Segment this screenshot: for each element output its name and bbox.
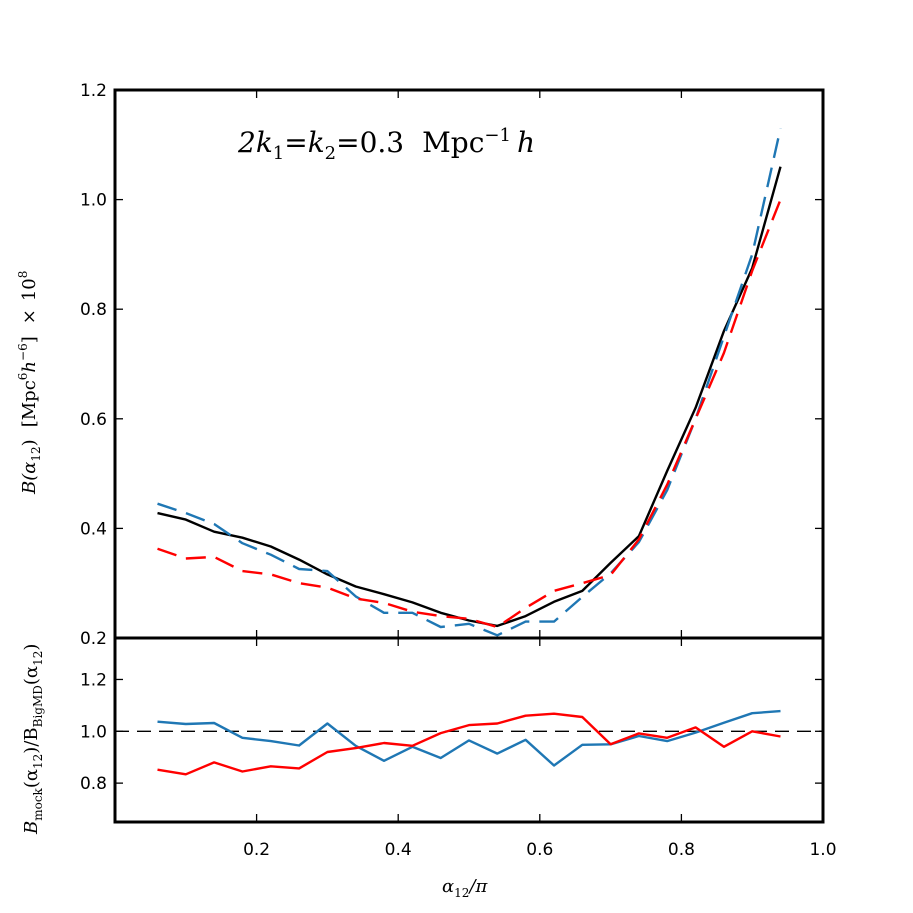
x-tick-label-1: 0.4 [385,840,412,860]
bottom-y-tick-label-0: 0.8 [80,774,107,794]
bottom-series-line-0 [157,709,781,767]
x-tick-label-4: 1.0 [809,840,836,860]
top-y-tick-label-0: 0.2 [80,629,107,649]
top-y-tick-label-1: 0.4 [80,519,107,539]
top-y-ticks: 0.2 0.4 0.6 0.8 1.0 1.2 [80,81,824,649]
bottom-x-ticks: 0.2 0.4 0.6 0.8 1.0 [243,814,837,860]
top-plot-frame [113,88,825,640]
bottom-panel: 0.8 1.0 1.2 0.2 0.4 0.6 0.8 1.0 Bmock(α12)/BBi… [21,636,837,900]
top-y-tick-label-2: 0.6 [80,410,107,430]
top-series-line-1 [157,128,782,637]
bottom-plot-frame [113,636,825,824]
top-annotation: 2k1=k2=0.3 Mpc−1 h [237,125,535,164]
top-series-line-2 [157,199,782,629]
bottom-y-axis-label: Bmock(α12)/BBigMD(α12) [21,644,45,835]
bottom-series-group [157,709,781,776]
bottom-y-ticks: 0.8 1.0 1.2 [80,670,823,794]
top-y-axis-label: B(α12)[Mpc6h−6]×108 [16,271,43,495]
bottom-y-tick-label-1: 1.0 [80,722,107,742]
bottom-series-line-1 [157,712,781,776]
top-y-tick-label-3: 0.8 [80,300,107,320]
bottom-y-tick-label-2: 1.2 [80,670,107,690]
top-panel: 0.2 0.4 0.6 0.8 1.0 1.2 2k1=k2=0.3 Mpc−1 h B(α1… [16,81,825,649]
top-series-group [157,128,782,637]
x-tick-label-0: 0.2 [243,840,270,860]
x-axis-label: α12/π [442,876,489,900]
top-y-tick-label-4: 1.0 [80,191,107,211]
top-y-tick-label-5: 1.2 [80,81,107,101]
top-series-line-0 [157,166,782,628]
x-tick-label-3: 0.8 [668,840,695,860]
x-tick-label-2: 0.6 [526,840,553,860]
